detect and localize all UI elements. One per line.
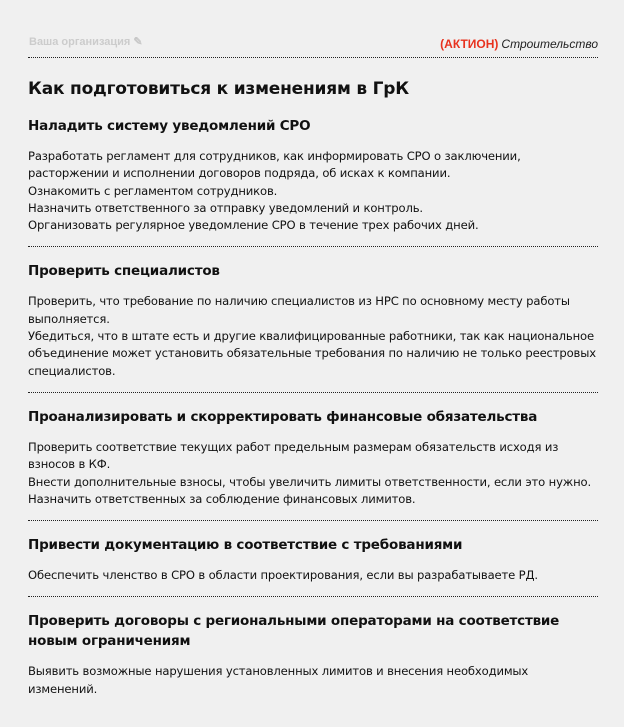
- section-item: Назначить ответственного за отправку уве…: [28, 200, 423, 215]
- checklist-section: Наладить систему уведомлений СРО Разработ…: [28, 100, 598, 248]
- section-item: Ознакомить с регламентом сотрудников.: [28, 183, 278, 198]
- section-item: Внести дополнительные взносы, чтобы увел…: [28, 474, 591, 489]
- section-item: Убедиться, что в штате есть и другие ква…: [28, 329, 596, 378]
- document: Ваша организация ✎ (АКТИОН) Строительство …: [28, 0, 598, 710]
- section-item: Обеспечить членство в СРО в области прое…: [28, 568, 538, 583]
- section-item: Выявить возможные нарушения установленны…: [28, 664, 529, 696]
- section-heading: Проверить договоры с региональными опера…: [28, 613, 560, 650]
- document-header: Ваша организация ✎ (АКТИОН) Строительство: [28, 0, 598, 58]
- page-title: Как подготовиться к изменениям в ГрК: [28, 79, 409, 99]
- checklist-section: Привести документацию в соответствие с т…: [28, 521, 598, 598]
- section-item: Разработать регламент для сотрудников, к…: [28, 149, 521, 181]
- checklist-section: Проанализировать и скорректировать финан…: [28, 393, 598, 522]
- brand-name: Строительство: [501, 37, 598, 51]
- section-item: Проверить, что требование по наличию спе…: [28, 294, 570, 326]
- checklist-section: Проверить договоры с региональными опера…: [28, 597, 598, 710]
- section-heading: Проверить специалистов: [28, 263, 220, 280]
- brand-logo: (АКТИОН) Строительство: [440, 37, 598, 51]
- section-heading: Привести документацию в соответствие с т…: [28, 537, 463, 554]
- section-heading: Проанализировать и скорректировать финан…: [28, 408, 538, 425]
- section-heading: Наладить систему уведомлений СРО: [28, 118, 311, 134]
- sections: Наладить систему уведомлений СРО Разработ…: [28, 100, 598, 710]
- brand-logo-mark: (АКТИОН): [440, 37, 499, 51]
- section-item: Назначить ответственных за соблюдение фи…: [28, 491, 416, 506]
- organization-placeholder: Ваша организация: [29, 36, 131, 48]
- organization-name-field[interactable]: Ваша организация ✎: [29, 35, 143, 48]
- section-item: Организовать регулярное уведомление СРО …: [28, 218, 479, 233]
- checklist-section: Проверить специалистов Проверить, что тре…: [28, 247, 598, 393]
- section-item: Проверить соответствие текущих работ пре…: [28, 439, 559, 472]
- pencil-icon[interactable]: ✎: [133, 36, 143, 48]
